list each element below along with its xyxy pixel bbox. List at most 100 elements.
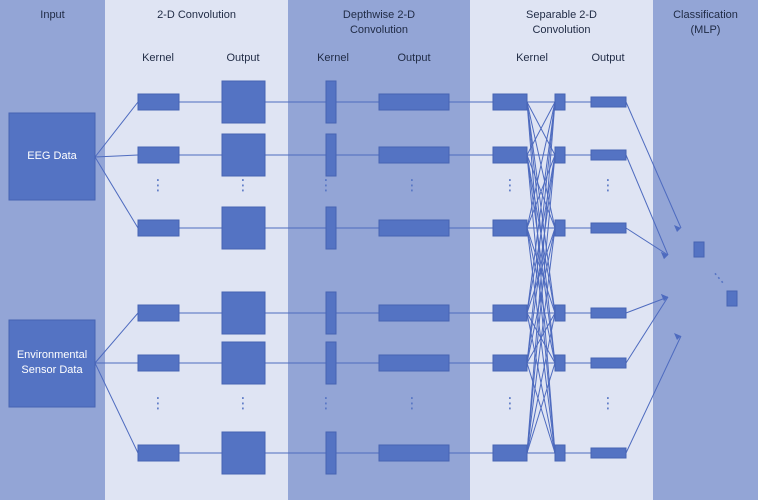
separable-column-title: Separable 2-D Convolution	[526, 9, 597, 36]
depthwise-output-block	[378, 146, 450, 164]
separable-cross-link	[526, 227, 556, 454]
connection-lines	[94, 101, 682, 454]
separable-kernel-small-block	[554, 146, 566, 164]
input-link	[94, 101, 139, 158]
separable-kernel-block	[492, 219, 528, 237]
depthwise-column-title: Depthwise 2-D Convolution	[342, 9, 416, 36]
depthwise-kernel-block	[325, 431, 337, 475]
environmental-sensor-label: Environmental Sensor Data	[16, 349, 88, 376]
separable-cross-link	[526, 154, 556, 364]
depthwise-output-block	[378, 444, 450, 462]
conv-kernel-label: Kernel	[142, 52, 174, 64]
arrowhead	[661, 294, 668, 301]
depthwise-kernel-block	[325, 291, 337, 335]
classifier-link	[625, 296, 669, 364]
conv2d-column-title: 2-D Convolution	[157, 9, 236, 21]
input-link	[94, 362, 139, 454]
input-column-title: Input	[40, 9, 65, 21]
conv-output-block	[221, 80, 266, 124]
separable-output-block	[590, 96, 627, 108]
conv-kernel-block	[137, 444, 180, 462]
conv-output-label: Output	[226, 52, 260, 64]
depthwise-output-block	[378, 219, 450, 237]
depthwise-output-block	[378, 93, 450, 111]
separable-output-block	[590, 447, 627, 459]
conv-output-block	[221, 133, 266, 177]
separable-output-block	[590, 149, 627, 161]
ellipsis-marker: ⋮	[405, 394, 420, 412]
separable-cross-link	[526, 154, 556, 454]
column-band-2	[288, 0, 470, 500]
input-link	[94, 312, 139, 364]
separable-output-block	[590, 357, 627, 369]
separable-kernel-small-block	[554, 93, 566, 111]
ellipsis-markers: ⋮ ⋮ ⋮ ⋮ ⋮ ⋮⋮ ⋮ ⋮ ⋮ ⋮ ⋮⋮	[151, 176, 731, 412]
classifier-link	[625, 227, 669, 256]
separable-cross-link	[526, 312, 556, 454]
column-band-0	[0, 0, 105, 500]
column-band-3	[470, 0, 653, 500]
separable-kernel-label: Kernel	[516, 52, 548, 64]
separable-kernel-small-block	[554, 219, 566, 237]
separable-kernel-block	[492, 93, 528, 111]
depthwise-kernel-block	[325, 133, 337, 177]
ellipsis-marker: ⋮	[151, 176, 166, 194]
conv-output-block	[221, 206, 266, 250]
separable-kernel-block	[492, 304, 528, 322]
conv-kernel-block	[137, 304, 180, 322]
separable-cross-link	[526, 101, 556, 314]
ellipsis-marker: ⋮	[601, 394, 616, 412]
separable-output-block	[590, 222, 627, 234]
separable-cross-link	[526, 154, 556, 229]
ellipsis-marker: ⋮	[236, 394, 251, 412]
depthwise-kernel-block	[325, 206, 337, 250]
separable-kernel-block	[492, 444, 528, 462]
separable-cross-link	[526, 227, 556, 314]
eeg-data-label: EEG Data	[27, 150, 77, 162]
conv-kernel-block	[137, 354, 180, 372]
separable-kernel-block	[492, 354, 528, 372]
ellipsis-marker: ⋮	[503, 394, 518, 412]
classifier-neuron	[726, 290, 738, 307]
arrowhead	[661, 252, 668, 259]
classifier-link	[625, 154, 669, 256]
ellipsis-marker: ⋮	[319, 176, 334, 194]
separable-cross-link	[526, 101, 556, 229]
input-link	[94, 156, 139, 229]
classification-column-title: Classification (MLP)	[673, 9, 738, 36]
ellipsis-marker: ⋮	[236, 176, 251, 194]
environmental-sensor-box	[8, 319, 96, 408]
separable-kernel-small-block	[554, 444, 566, 462]
separable-output-label: Output	[591, 52, 625, 64]
column-band-4	[653, 0, 758, 500]
ellipsis-marker: ⋮	[319, 394, 334, 412]
ellipsis-marker: ⋮	[151, 394, 166, 412]
ellipsis-marker: ⋮	[503, 176, 518, 194]
conv-output-block	[221, 291, 266, 335]
separable-cross-link	[526, 362, 556, 454]
conv-kernel-block	[137, 146, 180, 164]
ellipsis-marker: ⋮	[405, 176, 420, 194]
depthwise-output-label: Output	[397, 52, 431, 64]
separable-cross-link	[526, 227, 556, 364]
arrowhead	[674, 333, 681, 340]
separable-kernel-small-block	[554, 354, 566, 372]
layer-blocks	[8, 80, 738, 475]
classifier-link	[625, 101, 682, 229]
separable-output-block	[590, 307, 627, 319]
depthwise-output-block	[378, 304, 450, 322]
depthwise-output-block	[378, 354, 450, 372]
conv-kernel-block	[137, 93, 180, 111]
classifier-neuron	[693, 241, 705, 258]
separable-kernel-block	[492, 146, 528, 164]
column-band-1	[105, 0, 288, 500]
classifier-link	[625, 296, 669, 314]
depthwise-kernel-block	[325, 341, 337, 385]
classifier-link	[625, 335, 682, 454]
ellipsis-marker: ⋮	[601, 176, 616, 194]
separable-cross-link	[526, 101, 556, 364]
depthwise-kernel-block	[325, 80, 337, 124]
depthwise-kernel-label: Kernel	[317, 52, 349, 64]
